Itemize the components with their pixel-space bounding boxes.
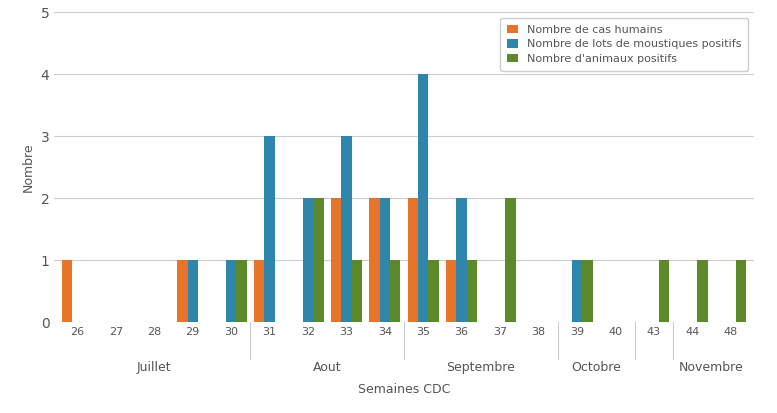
Bar: [659, 260, 669, 322]
Text: Juillet: Juillet: [137, 361, 172, 374]
Text: Aout: Aout: [313, 361, 342, 374]
Bar: [418, 74, 428, 322]
Text: Semaines CDC: Semaines CDC: [358, 383, 450, 396]
Bar: [467, 260, 477, 322]
Bar: [369, 198, 380, 322]
Bar: [736, 260, 746, 322]
Bar: [331, 198, 341, 322]
Text: Septembre: Septembre: [447, 361, 515, 374]
Text: Octobre: Octobre: [571, 361, 621, 374]
Legend: Nombre de cas humains, Nombre de lots de moustiques positifs, Nombre d'animaux p: Nombre de cas humains, Nombre de lots de…: [500, 18, 748, 71]
Bar: [187, 260, 198, 322]
Bar: [254, 260, 264, 322]
Bar: [698, 260, 708, 322]
Bar: [408, 198, 418, 322]
Bar: [505, 198, 516, 322]
Bar: [226, 260, 236, 322]
Bar: [303, 198, 313, 322]
Bar: [446, 260, 456, 322]
Y-axis label: Nombre: Nombre: [22, 142, 35, 192]
Bar: [572, 260, 582, 322]
Bar: [582, 260, 593, 322]
Bar: [313, 198, 323, 322]
Bar: [390, 260, 400, 322]
Bar: [341, 136, 351, 322]
Bar: [456, 198, 467, 322]
Bar: [380, 198, 390, 322]
Bar: [264, 136, 275, 322]
Bar: [62, 260, 72, 322]
Bar: [177, 260, 187, 322]
Bar: [236, 260, 246, 322]
Bar: [428, 260, 439, 322]
Text: Novembre: Novembre: [679, 361, 744, 374]
Bar: [351, 260, 362, 322]
